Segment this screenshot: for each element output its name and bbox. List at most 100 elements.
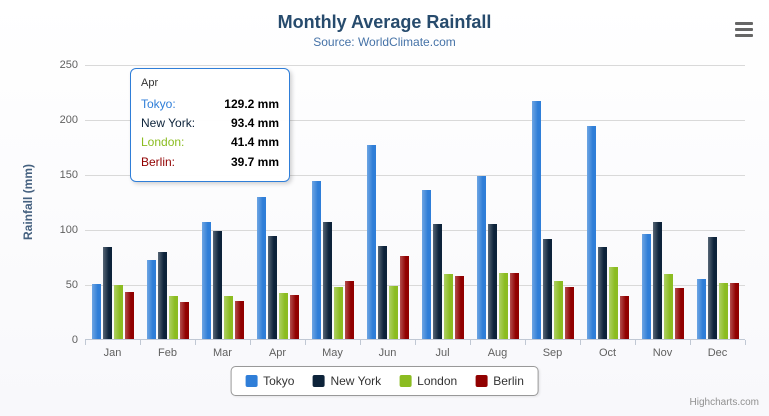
bar-tokyo-oct[interactable]	[586, 125, 596, 339]
y-axis-tick-label: 200	[59, 114, 78, 126]
bar-new-york-mar[interactable]	[212, 230, 222, 339]
tooltip-series-value: 39.7 mm	[230, 154, 279, 169]
bar-berlin-jun[interactable]	[399, 255, 409, 339]
bar-berlin-jul[interactable]	[454, 275, 464, 339]
bar-london-oct[interactable]	[608, 267, 618, 339]
bar-tokyo-jul[interactable]	[421, 189, 431, 339]
bar-new-york-feb[interactable]	[157, 252, 167, 339]
category-group-jul: Jul	[415, 65, 470, 359]
bar-london-apr[interactable]	[278, 293, 288, 339]
bar-tokyo-jan[interactable]	[91, 284, 101, 339]
chart-subtitle: Source: WorldClimate.com	[313, 35, 456, 49]
bar-new-york-oct[interactable]	[597, 247, 607, 339]
bar-berlin-dec[interactable]	[729, 282, 739, 339]
x-axis-tick	[525, 340, 526, 345]
bar-berlin-may[interactable]	[344, 281, 354, 339]
bar-london-aug[interactable]	[498, 273, 508, 339]
bar-tokyo-dec[interactable]	[696, 279, 706, 339]
x-axis-tick	[690, 340, 691, 345]
bar-new-york-apr[interactable]	[267, 236, 277, 339]
x-axis-tick	[360, 340, 361, 345]
legend-item-berlin[interactable]: Berlin	[475, 374, 524, 388]
bar-tokyo-apr[interactable]	[256, 196, 266, 339]
x-axis-tick	[305, 340, 306, 345]
bar-berlin-apr[interactable]	[289, 295, 299, 339]
bar-berlin-oct[interactable]	[619, 296, 629, 339]
x-axis-label: May	[322, 347, 343, 359]
tooltip-series-name: New York:	[141, 116, 196, 131]
y-gridline	[85, 175, 745, 176]
tooltip-series-value: 129.2 mm	[224, 97, 279, 111]
category-group-oct: Oct	[580, 65, 635, 359]
x-axis-tick	[470, 340, 471, 345]
legend-label: New York	[330, 374, 382, 388]
bar-new-york-jul[interactable]	[432, 223, 442, 339]
bar-berlin-mar[interactable]	[234, 301, 244, 339]
category-group-mar: Mar	[195, 65, 250, 359]
x-axis-label: Nov	[652, 347, 673, 359]
bar-berlin-nov[interactable]	[674, 287, 684, 339]
bar-tokyo-mar[interactable]	[201, 221, 211, 339]
x-axis-label: Apr	[268, 347, 287, 359]
bar-berlin-jan[interactable]	[124, 292, 134, 339]
legend-item-tokyo[interactable]: Tokyo	[245, 374, 294, 388]
y-axis-tick-label: 250	[59, 59, 78, 71]
bar-new-york-dec[interactable]	[707, 237, 717, 339]
bar-tokyo-feb[interactable]	[146, 260, 156, 339]
x-axis-label: Oct	[598, 347, 617, 359]
bar-berlin-sep[interactable]	[564, 286, 574, 339]
bar-tokyo-sep[interactable]	[531, 100, 541, 339]
legend-swatch	[399, 375, 412, 387]
bar-tokyo-nov[interactable]	[641, 233, 651, 339]
bar-new-york-jan[interactable]	[102, 247, 112, 339]
category-group-dec: Dec	[690, 65, 745, 359]
legend-swatch	[245, 375, 258, 387]
bar-new-york-sep[interactable]	[542, 238, 552, 339]
legend-item-new-york[interactable]: New York	[312, 374, 381, 388]
bar-berlin-aug[interactable]	[509, 272, 519, 339]
legend-item-london[interactable]: London	[399, 374, 457, 388]
bar-berlin-feb[interactable]	[179, 302, 189, 339]
bar-london-jul[interactable]	[443, 274, 453, 339]
tooltip-row: Berlin: 39.7 mm	[141, 153, 279, 172]
tooltip-category: Apr	[141, 77, 159, 89]
category-group-feb: Feb	[140, 65, 195, 359]
legend: Tokyo New York London Berlin	[230, 366, 539, 396]
bar-new-york-nov[interactable]	[652, 221, 662, 339]
bar-london-nov[interactable]	[663, 273, 673, 339]
category-group-may: May	[305, 65, 360, 359]
chart-title: Monthly Average Rainfall	[277, 12, 492, 32]
bar-tokyo-may[interactable]	[311, 180, 321, 339]
tooltip-row: New York: 93.4 mm	[141, 114, 279, 133]
y-gridline	[85, 230, 745, 231]
bar-tokyo-jun[interactable]	[366, 145, 376, 339]
bar-tokyo-aug[interactable]	[476, 175, 486, 339]
y-gridline	[85, 285, 745, 286]
category-group-nov: Nov	[635, 65, 690, 359]
bar-london-feb[interactable]	[168, 296, 178, 339]
credits-link[interactable]: Highcharts.com	[689, 397, 759, 408]
legend-label: London	[417, 374, 458, 388]
x-axis-label: Sep	[542, 347, 563, 359]
x-axis-tick	[250, 340, 251, 345]
bar-new-york-may[interactable]	[322, 222, 332, 339]
x-axis-tick	[140, 340, 141, 345]
bar-new-york-jun[interactable]	[377, 246, 387, 339]
x-axis-label: Jan	[103, 347, 122, 359]
x-axis-tick	[580, 340, 581, 345]
category-group-jun: Jun	[360, 65, 415, 359]
bar-london-may[interactable]	[333, 287, 343, 339]
hamburger-icon	[735, 21, 753, 37]
tooltip-row: London: 41.4 mm	[141, 133, 279, 152]
bar-london-jan[interactable]	[113, 285, 123, 339]
bar-london-dec[interactable]	[718, 282, 728, 339]
bar-new-york-aug[interactable]	[487, 224, 497, 339]
export-menu-button[interactable]	[731, 18, 757, 40]
tooltip-series-name: London:	[141, 135, 185, 150]
legend-label: Tokyo	[263, 374, 295, 388]
bar-london-mar[interactable]	[223, 295, 233, 339]
bar-london-jun[interactable]	[388, 285, 398, 339]
bar-london-sep[interactable]	[553, 281, 563, 339]
x-axis-tick	[745, 340, 746, 345]
